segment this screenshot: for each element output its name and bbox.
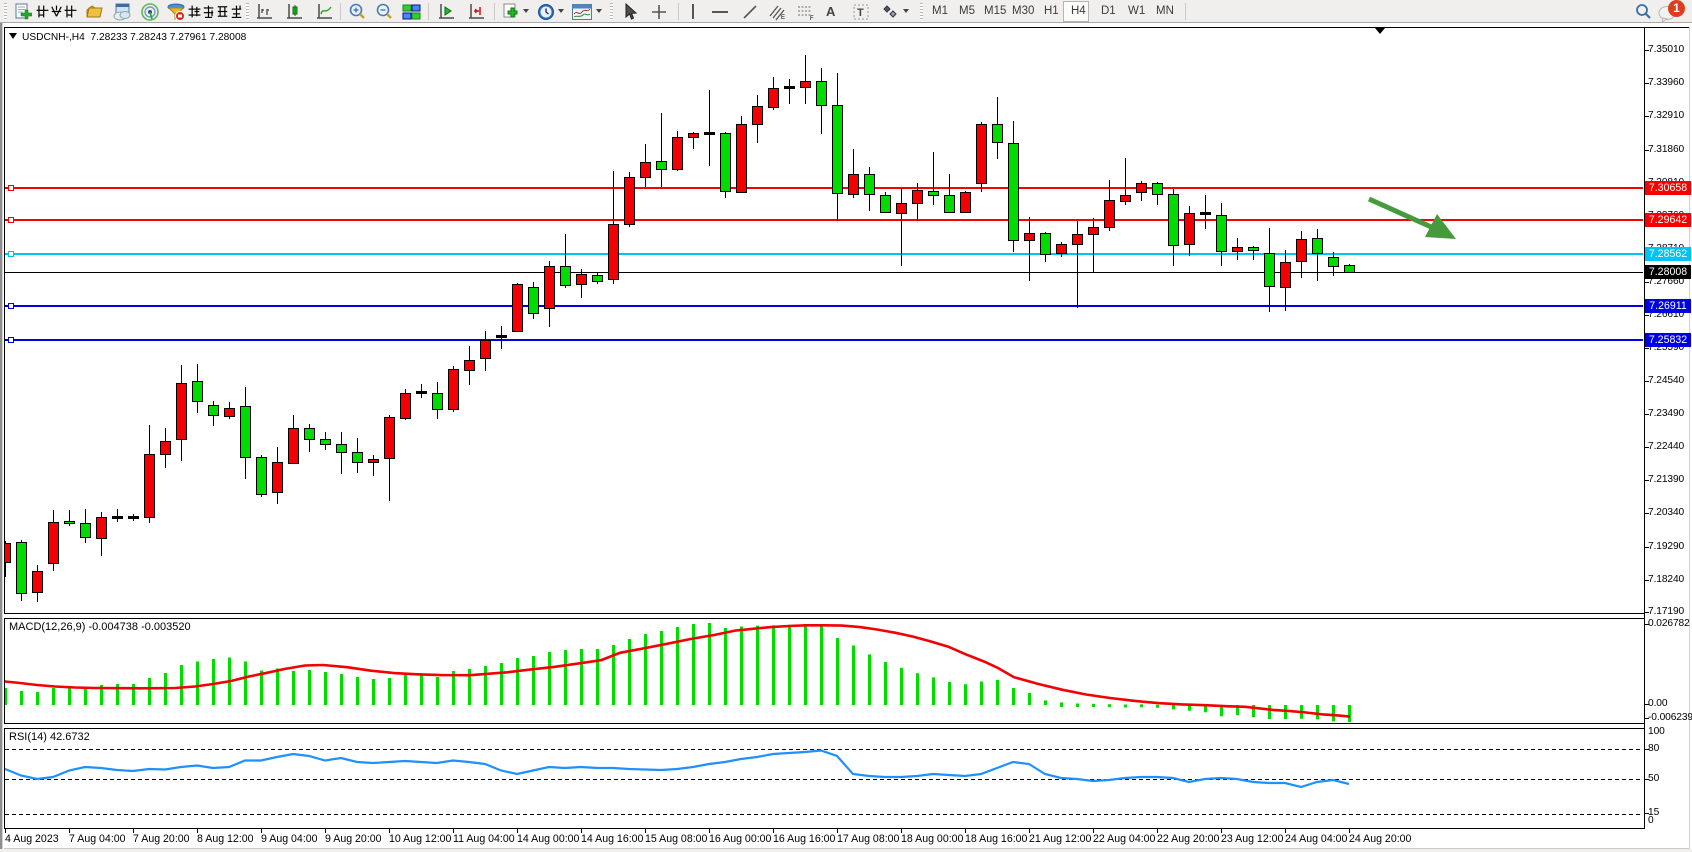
svg-text:E: E <box>781 15 785 21</box>
svg-text:T: T <box>857 7 864 19</box>
svg-text:F: F <box>810 16 814 21</box>
